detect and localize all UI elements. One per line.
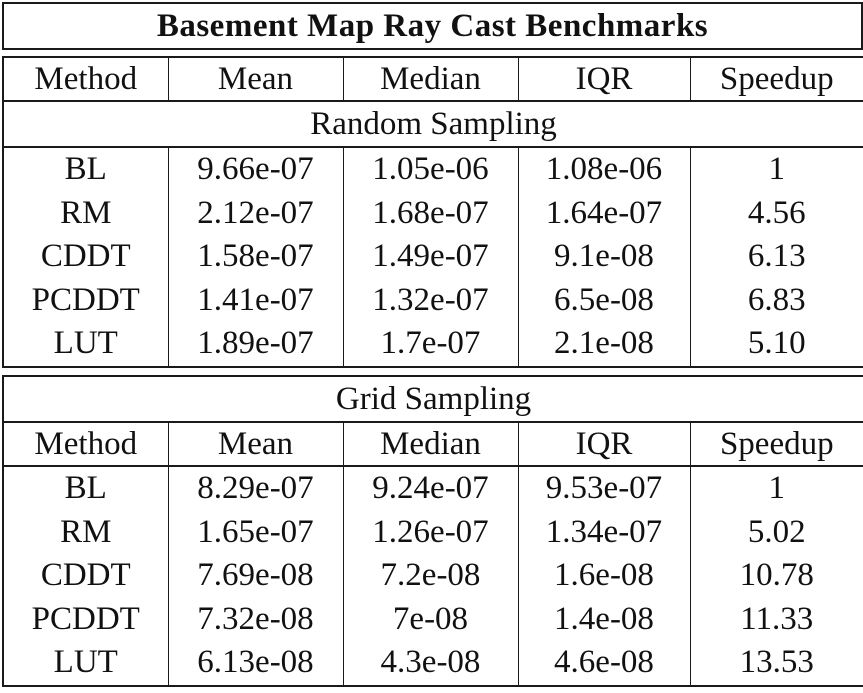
cell-method: RM <box>3 510 169 554</box>
table-title: Basement Map Ray Cast Benchmarks <box>2 2 863 50</box>
header-row: Method Mean Median IQR Speedup <box>3 57 863 101</box>
cell-speedup: 1 <box>689 466 863 511</box>
table-row: BL 9.66e-07 1.05e-06 1.08e-06 1 <box>3 147 863 192</box>
cell-method: LUT <box>3 322 169 367</box>
cell-mean: 2.12e-07 <box>167 191 344 235</box>
cell-median: 7.2e-08 <box>342 554 519 598</box>
cell-speedup: 4.56 <box>689 191 863 235</box>
cell-iqr: 4.6e-08 <box>517 641 691 686</box>
column-header-method: Method <box>3 57 169 101</box>
cell-mean: 1.58e-07 <box>167 235 344 279</box>
section-label-grid: Grid Sampling <box>3 376 863 423</box>
cell-mean: 6.13e-08 <box>167 641 344 686</box>
column-header-median: Median <box>342 422 519 467</box>
cell-method: CDDT <box>3 235 169 279</box>
column-header-mean: Mean <box>167 57 344 101</box>
header-row: Method Mean Median IQR Speedup <box>3 422 863 467</box>
cell-speedup: 1 <box>689 147 863 192</box>
cell-iqr: 9.1e-08 <box>517 235 691 279</box>
cell-speedup: 13.53 <box>689 641 863 686</box>
random-sampling-table: Method Mean Median IQR Speedup Random Sa… <box>2 56 863 368</box>
cell-iqr: 1.08e-06 <box>517 147 691 192</box>
cell-method: LUT <box>3 641 169 686</box>
cell-median: 1.7e-07 <box>342 322 519 367</box>
table-row: LUT 6.13e-08 4.3e-08 4.6e-08 13.53 <box>3 641 863 686</box>
column-header-speedup: Speedup <box>689 422 863 467</box>
cell-median: 1.05e-06 <box>342 147 519 192</box>
cell-speedup: 11.33 <box>689 597 863 641</box>
cell-speedup: 5.02 <box>689 510 863 554</box>
cell-mean: 1.65e-07 <box>167 510 344 554</box>
cell-method: PCDDT <box>3 278 169 322</box>
cell-speedup: 5.10 <box>689 322 863 367</box>
cell-method: CDDT <box>3 554 169 598</box>
section-row: Grid Sampling <box>3 376 863 423</box>
cell-method: PCDDT <box>3 597 169 641</box>
section-label-random: Random Sampling <box>3 100 863 148</box>
cell-median: 1.32e-07 <box>342 278 519 322</box>
column-header-median: Median <box>342 57 519 101</box>
cell-median: 9.24e-07 <box>342 466 519 511</box>
cell-mean: 1.89e-07 <box>167 322 344 367</box>
column-header-method: Method <box>3 422 169 467</box>
cell-speedup: 6.13 <box>689 235 863 279</box>
cell-mean: 9.66e-07 <box>167 147 344 192</box>
table-row: CDDT 1.58e-07 1.49e-07 9.1e-08 6.13 <box>3 235 863 279</box>
cell-median: 1.68e-07 <box>342 191 519 235</box>
table-row: PCDDT 1.41e-07 1.32e-07 6.5e-08 6.83 <box>3 278 863 322</box>
cell-speedup: 6.83 <box>689 278 863 322</box>
cell-method: BL <box>3 147 169 192</box>
cell-median: 1.26e-07 <box>342 510 519 554</box>
table-row: RM 2.12e-07 1.68e-07 1.64e-07 4.56 <box>3 191 863 235</box>
table-row: PCDDT 7.32e-08 7e-08 1.4e-08 11.33 <box>3 597 863 641</box>
column-header-speedup: Speedup <box>689 57 863 101</box>
cell-iqr: 9.53e-07 <box>517 466 691 511</box>
cell-speedup: 10.78 <box>689 554 863 598</box>
cell-mean: 8.29e-07 <box>167 466 344 511</box>
cell-iqr: 6.5e-08 <box>517 278 691 322</box>
column-header-mean: Mean <box>167 422 344 467</box>
cell-iqr: 1.6e-08 <box>517 554 691 598</box>
cell-iqr: 1.4e-08 <box>517 597 691 641</box>
cell-median: 4.3e-08 <box>342 641 519 686</box>
cell-iqr: 2.1e-08 <box>517 322 691 367</box>
cell-iqr: 1.34e-07 <box>517 510 691 554</box>
column-header-iqr: IQR <box>517 57 691 101</box>
cell-mean: 7.32e-08 <box>167 597 344 641</box>
cell-method: BL <box>3 466 169 511</box>
column-header-iqr: IQR <box>517 422 691 467</box>
cell-median: 1.49e-07 <box>342 235 519 279</box>
table-row: RM 1.65e-07 1.26e-07 1.34e-07 5.02 <box>3 510 863 554</box>
table-row: BL 8.29e-07 9.24e-07 9.53e-07 1 <box>3 466 863 511</box>
section-row: Random Sampling <box>3 100 863 148</box>
cell-iqr: 1.64e-07 <box>517 191 691 235</box>
cell-mean: 1.41e-07 <box>167 278 344 322</box>
cell-method: RM <box>3 191 169 235</box>
cell-median: 7e-08 <box>342 597 519 641</box>
table-row: CDDT 7.69e-08 7.2e-08 1.6e-08 10.78 <box>3 554 863 598</box>
cell-mean: 7.69e-08 <box>167 554 344 598</box>
table-row: LUT 1.89e-07 1.7e-07 2.1e-08 5.10 <box>3 322 863 367</box>
grid-sampling-table: Grid Sampling Method Mean Median IQR Spe… <box>2 375 863 687</box>
